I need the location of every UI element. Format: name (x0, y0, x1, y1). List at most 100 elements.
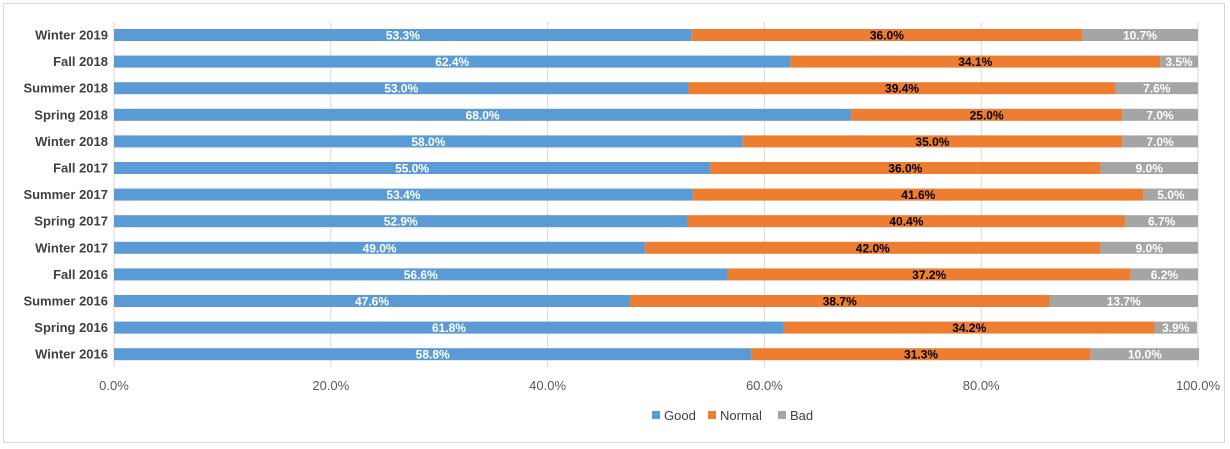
stacked-bar-chart: 0.0% 20.0% 40.0% 60.0% 80.0% 100.0% Winter 201… (23, 22, 1221, 423)
x-tick-label: 60.0% (746, 378, 783, 393)
bar-segment-good (114, 188, 693, 201)
bar-segment-bad (1154, 321, 1197, 334)
x-tick-label: 0.0% (99, 378, 129, 393)
data-label: 39.4% (885, 82, 919, 96)
data-label: 7.0% (1146, 108, 1174, 122)
bar-segment-bad (1100, 241, 1198, 254)
data-label: 10.0% (1128, 348, 1162, 362)
bar-segment-good (114, 108, 852, 121)
data-label: 58.8% (416, 348, 450, 362)
bar-segment-normal (851, 108, 1123, 121)
data-label: 7.0% (1146, 135, 1174, 149)
category-label: Spring 2017 (34, 214, 108, 229)
bar-segment-good (114, 321, 784, 334)
data-label: 40.4% (889, 215, 923, 229)
bar-segment-normal (688, 82, 1116, 95)
bar-segment-good (114, 55, 791, 68)
data-label: 36.0% (888, 162, 922, 176)
bar-segment-good (114, 295, 630, 307)
category-label: Summer 2016 (23, 294, 108, 309)
bar-segment-normal (629, 295, 1050, 307)
x-tick-label: 100.0% (1176, 378, 1221, 393)
data-label: 3.5% (1165, 55, 1193, 69)
bar-segment-normal (790, 55, 1161, 68)
data-label: 37.2% (912, 268, 946, 282)
bar-segment-good (114, 82, 689, 95)
data-label: 6.7% (1148, 215, 1176, 229)
bar-segment-bad (1049, 295, 1198, 307)
data-label: 61.8% (432, 321, 466, 335)
bar-segment-bad (1082, 29, 1198, 41)
category-label: Winter 2016 (35, 347, 108, 362)
bar-segment-normal (783, 321, 1155, 334)
category-label: Spring 2016 (34, 320, 108, 335)
bar-segment-bad (1122, 135, 1198, 148)
data-label: 42.0% (856, 241, 890, 255)
data-label: 47.6% (355, 295, 389, 309)
bar-segment-good (114, 348, 752, 361)
data-label: 9.0% (1136, 241, 1164, 255)
bar-segment-bad (1130, 268, 1198, 281)
bar-segment-good (114, 162, 711, 174)
bar-segment-good (114, 241, 646, 254)
bar-segment-good (114, 268, 728, 281)
bar-segment-good (114, 215, 688, 228)
bar-segment-bad (1100, 162, 1198, 174)
data-label: 9.0% (1136, 162, 1164, 176)
bar-segment-bad (1090, 348, 1200, 361)
legend-swatch (708, 411, 716, 419)
data-label: 53.3% (386, 29, 420, 43)
data-label: 52.9% (384, 215, 418, 229)
bar-segment-bad (1125, 215, 1198, 228)
data-label: 7.6% (1143, 82, 1171, 96)
x-tick-label: 80.0% (963, 378, 1000, 393)
bar-segment-normal (692, 188, 1144, 201)
data-label: 13.7% (1107, 295, 1141, 309)
bar-segment-normal (742, 135, 1123, 148)
legend-label: Normal (720, 408, 762, 423)
x-tick-label: 40.0% (529, 378, 566, 393)
category-label: Summer 2017 (23, 187, 108, 202)
data-label: 5.0% (1157, 188, 1185, 202)
category-label: Fall 2017 (53, 161, 108, 176)
data-label: 68.0% (466, 108, 500, 122)
bar-segment-normal (691, 29, 1083, 41)
data-label: 34.1% (958, 55, 992, 69)
data-label: 31.3% (904, 348, 938, 362)
data-label: 36.0% (870, 29, 904, 43)
bar-segment-good (114, 29, 692, 41)
legend-label: Good (664, 408, 696, 423)
bar-segment-good (114, 135, 743, 148)
data-label: 53.0% (384, 82, 418, 96)
legend-swatch (652, 411, 660, 419)
data-label: 10.7% (1123, 29, 1157, 43)
chart-frame: 0.0% 20.0% 40.0% 60.0% 80.0% 100.0% Winter 201… (3, 3, 1225, 443)
data-label: 6.2% (1151, 268, 1179, 282)
category-label: Winter 2018 (35, 134, 108, 149)
data-label: 38.7% (823, 295, 857, 309)
data-label: 58.0% (411, 135, 445, 149)
x-tick-label: 20.0% (312, 378, 349, 393)
data-label: 55.0% (395, 162, 429, 176)
category-label: Fall 2018 (53, 54, 108, 69)
data-label: 56.6% (404, 268, 438, 282)
data-label: 49.0% (363, 241, 397, 255)
bar-segment-normal (710, 162, 1101, 174)
data-label: 35.0% (915, 135, 949, 149)
data-label: 53.4% (386, 188, 420, 202)
bar-segment-bad (1160, 55, 1198, 68)
category-label: Summer 2018 (23, 81, 108, 96)
category-label: Spring 2018 (34, 107, 108, 122)
bar-segment-normal (727, 268, 1131, 281)
bar-segment-bad (1143, 188, 1198, 201)
category-label: Winter 2017 (35, 240, 108, 255)
category-label: Fall 2016 (53, 267, 108, 282)
bar-segment-normal (687, 215, 1126, 228)
legend-label: Bad (790, 408, 813, 423)
bar-segment-normal (751, 348, 1091, 361)
category-label: Winter 2019 (35, 28, 108, 43)
bar-segment-normal (645, 241, 1101, 254)
data-label: 3.9% (1162, 321, 1190, 335)
legend-swatch (778, 411, 786, 419)
bar-segment-bad (1122, 108, 1198, 121)
